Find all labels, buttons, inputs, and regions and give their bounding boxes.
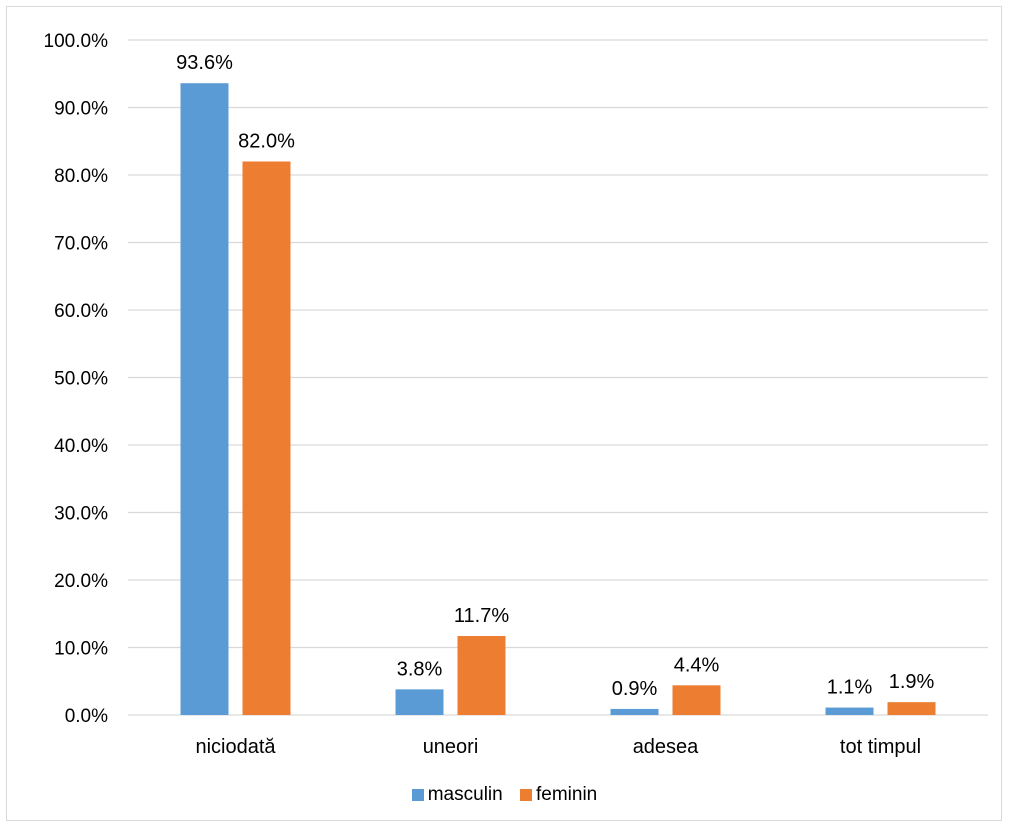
bar-masculin [395,689,444,715]
bar-masculin [825,707,874,715]
x-category-label: tot timpul [840,736,921,758]
data-label-feminin: 82.0% [238,131,295,153]
legend-swatch-feminin [520,789,532,801]
x-category-label: niciodată [195,736,276,758]
bar-masculin [180,83,229,715]
x-axis-categories: niciodată uneori adesea tot timpul [195,736,921,758]
y-tick-label: 100.0% [44,31,109,52]
bar-feminin [457,636,506,715]
y-tick-label: 50.0% [54,369,108,390]
legend-item-masculin: masculin [411,784,503,806]
bar-masculin [610,708,659,715]
x-category-label: adesea [633,736,699,758]
y-axis-ticks: 0.0% 10.0% 20.0% 30.0% 40.0% 50.0% 60.0% 70.0% 8… [44,31,109,727]
legend: masculin feminin [0,784,1009,807]
y-tick-label: 70.0% [54,234,108,255]
x-category-label: uneori [423,736,479,758]
legend-swatch-masculin [411,789,424,801]
bar-feminin [242,161,291,715]
y-tick-label: 20.0% [54,571,108,592]
legend-label-feminin: feminin [536,784,598,805]
data-label-masculin: 93.6% [176,52,233,74]
y-tick-label: 80.0% [54,166,108,187]
data-label-feminin: 4.4% [674,654,720,676]
bar-feminin [887,702,936,715]
y-tick-label: 40.0% [54,436,108,457]
data-label-masculin: 0.9% [612,678,658,700]
y-tick-label: 60.0% [54,301,108,322]
legend-item-feminin: feminin [520,784,597,806]
data-label-feminin: 11.7% [454,605,509,627]
y-tick-label: 0.0% [65,706,108,727]
y-tick-label: 30.0% [54,504,108,525]
data-label-masculin: 1.1% [827,677,873,699]
bar-feminin [672,685,721,715]
data-label-masculin: 3.8% [397,658,443,680]
bars [180,83,936,715]
legend-label-masculin: masculin [427,784,503,805]
data-label-feminin: 1.9% [889,671,935,693]
y-tick-label: 10.0% [54,639,108,660]
data-labels: 93.6% 82.0% 3.8% 11.7% 0.9% 4.4% 1.1% 1.9% [176,52,934,700]
y-tick-label: 90.0% [54,99,108,120]
